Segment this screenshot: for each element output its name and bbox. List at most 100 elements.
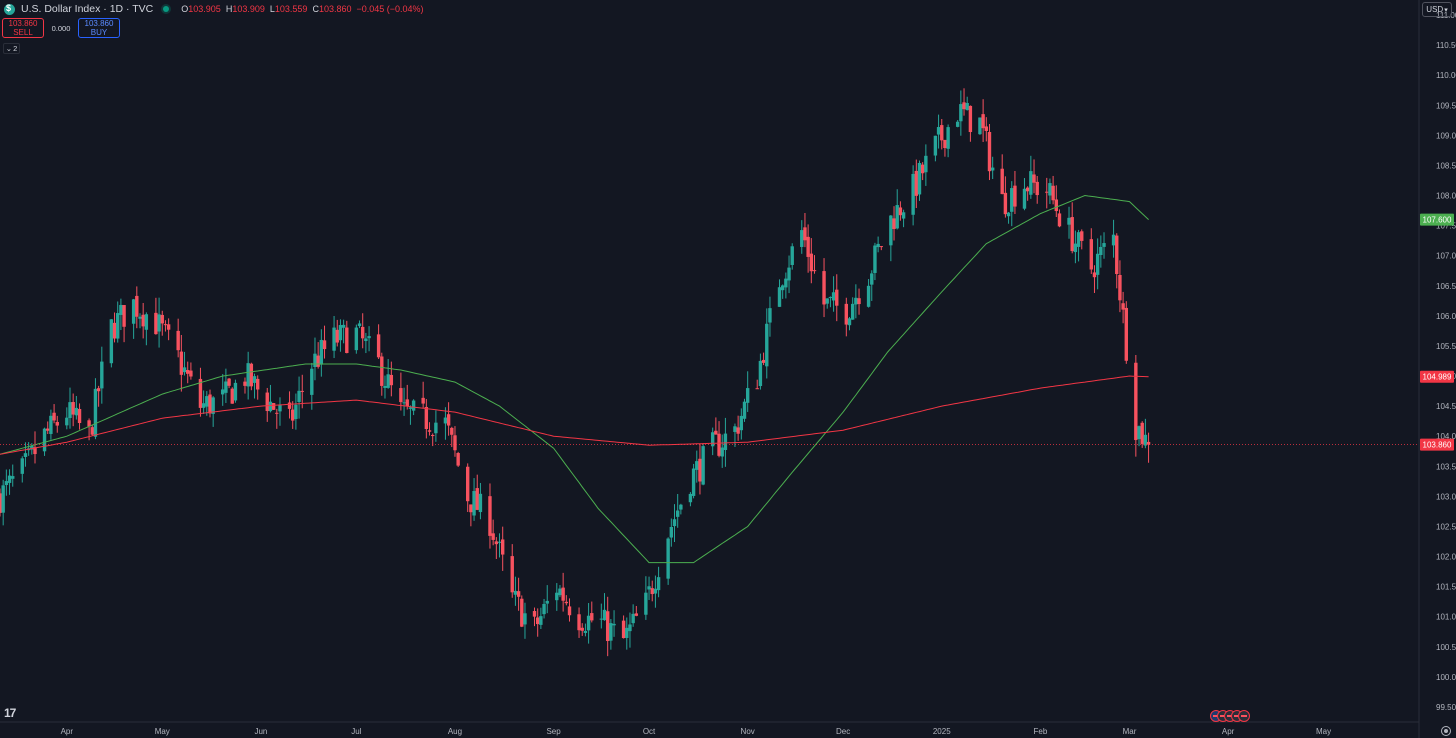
candle-body	[316, 355, 320, 367]
candle-body	[583, 630, 588, 633]
candle-body	[920, 164, 925, 174]
dollar-icon	[4, 3, 15, 15]
candle-body	[586, 615, 591, 631]
candle-body	[580, 627, 584, 631]
candle-body	[252, 376, 257, 383]
economic-events[interactable]	[1210, 710, 1250, 722]
candle-body	[577, 614, 581, 631]
candle-body	[561, 587, 565, 601]
candle-body	[294, 404, 298, 420]
candle-body	[469, 504, 473, 513]
candle-body	[787, 267, 791, 281]
candle-body	[182, 367, 187, 373]
x-tick-label: Dec	[836, 727, 850, 736]
candle-body	[380, 356, 384, 386]
candle-body	[488, 496, 492, 536]
candle-body	[784, 278, 788, 288]
symbol-legend: U.S. Dollar Index · 1D · TVC O103.905 H1…	[4, 3, 424, 15]
ohlc-open-key: O	[181, 4, 189, 14]
candle-body	[542, 603, 546, 615]
event-icon[interactable]	[1238, 710, 1250, 722]
candle-body	[1146, 441, 1151, 445]
candle-body	[4, 481, 9, 486]
candle-body	[389, 374, 394, 386]
candle-body	[246, 363, 250, 387]
settings-gear-icon[interactable]	[1441, 726, 1451, 736]
candle-body	[831, 292, 836, 301]
candle-body	[695, 461, 699, 470]
chevron-down-icon: ⌄	[5, 44, 13, 53]
ma-red-price-label-bg	[1420, 370, 1454, 383]
candle-body	[1054, 199, 1058, 212]
candle-body	[959, 104, 963, 122]
y-tick-label: 110.500	[1436, 41, 1456, 50]
candle-body	[809, 253, 814, 272]
candle-body	[230, 388, 234, 404]
candle-body	[924, 155, 928, 173]
candle-body	[1003, 192, 1008, 215]
candle-body	[160, 314, 164, 324]
tradingview-logo-icon[interactable]: 17	[4, 706, 16, 720]
candle-body	[335, 329, 339, 343]
candle-body	[946, 127, 950, 149]
candle-body	[287, 402, 292, 409]
indicators-collapse-button[interactable]: ⌄ 2	[3, 43, 20, 54]
candle-body	[55, 422, 59, 426]
candle-body	[74, 407, 79, 416]
candle-body	[1070, 217, 1074, 252]
market-status-icon[interactable]	[163, 6, 170, 12]
candle-body	[656, 577, 661, 591]
y-tick-label: 101.500	[1436, 583, 1456, 592]
candle-body	[765, 323, 769, 367]
candle-body	[341, 324, 346, 328]
candle-body	[879, 246, 884, 248]
candle-body	[672, 519, 677, 527]
candle-body	[494, 541, 499, 545]
candle-body	[717, 433, 721, 456]
candle-body	[621, 620, 626, 639]
buy-button[interactable]: 103.860 BUY	[78, 18, 120, 38]
candle-body	[1095, 253, 1100, 275]
candle-body	[780, 285, 785, 291]
y-tick-label: 101.000	[1436, 613, 1456, 622]
candle-body	[768, 308, 772, 323]
y-tick-label: 104.000	[1436, 432, 1456, 441]
candle-body	[535, 617, 540, 625]
candle-body	[189, 370, 193, 377]
candle-body	[275, 412, 279, 414]
candle-body	[634, 613, 639, 616]
symbol-title[interactable]: U.S. Dollar Index · 1D · TVC	[21, 3, 154, 15]
candle-body	[268, 401, 273, 412]
candle-body	[249, 363, 254, 387]
candle-body	[1124, 307, 1128, 361]
candle-body	[49, 415, 53, 434]
candle-body	[510, 556, 514, 593]
candle-body	[367, 336, 371, 339]
candle-body	[602, 609, 607, 621]
candle-body	[914, 170, 919, 196]
candle-body	[714, 430, 718, 435]
sell-button[interactable]: 103.860 SELL	[2, 18, 44, 38]
candle-body	[1089, 239, 1093, 270]
candle-body	[361, 326, 365, 339]
currency-selector[interactable]: USD ▾	[1422, 2, 1452, 17]
candle-body	[520, 598, 524, 627]
ohlc-open-value: 103.905	[188, 4, 221, 14]
candle-body	[135, 295, 139, 317]
candle-body	[141, 314, 145, 327]
candle-body	[157, 314, 161, 332]
candle-body	[647, 586, 651, 590]
candle-body	[221, 389, 225, 395]
candle-body	[265, 392, 269, 412]
candle-body	[402, 402, 406, 404]
candle-body	[408, 407, 413, 409]
candle-body	[567, 606, 572, 616]
candle-body	[11, 476, 15, 479]
ohlc-change: −0.045 (−0.04%)	[356, 4, 424, 14]
candle-body	[911, 173, 915, 215]
candle-body	[345, 327, 349, 354]
y-tick-label: 110.000	[1436, 71, 1456, 80]
candle-body	[955, 121, 960, 127]
trade-buttons: 103.860 SELL 0.000 103.860 BUY	[2, 18, 120, 38]
